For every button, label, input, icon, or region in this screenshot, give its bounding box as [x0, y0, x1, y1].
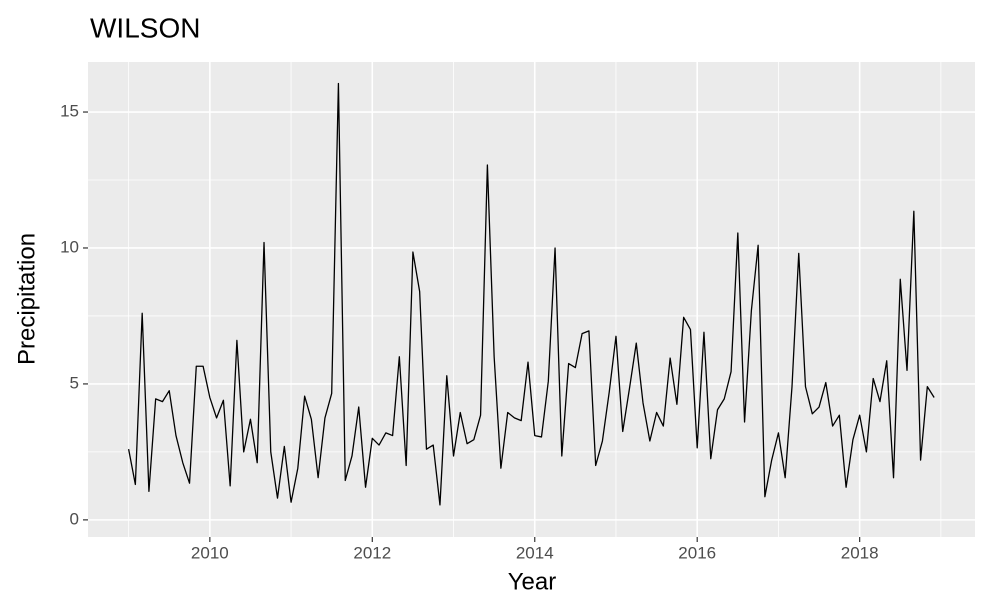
x-tick-label: 2016 [678, 543, 716, 562]
x-tick-label: 2010 [191, 543, 229, 562]
y-tick-label: 5 [70, 373, 79, 392]
y-tick-label: 0 [70, 509, 79, 528]
x-axis-label: Year [508, 568, 557, 595]
y-tick-label: 10 [60, 237, 79, 256]
data-line [127, 82, 935, 506]
x-tick-label: 2014 [516, 543, 554, 562]
x-tick-label: 2012 [353, 543, 391, 562]
y-tick-label: 15 [60, 102, 79, 121]
grid [88, 62, 975, 537]
chart-title: WILSON [90, 12, 200, 43]
panel [88, 62, 975, 537]
x-tick-label: 2018 [841, 543, 879, 562]
y-axis-label: Precipitation [13, 233, 40, 365]
marks [127, 82, 935, 506]
